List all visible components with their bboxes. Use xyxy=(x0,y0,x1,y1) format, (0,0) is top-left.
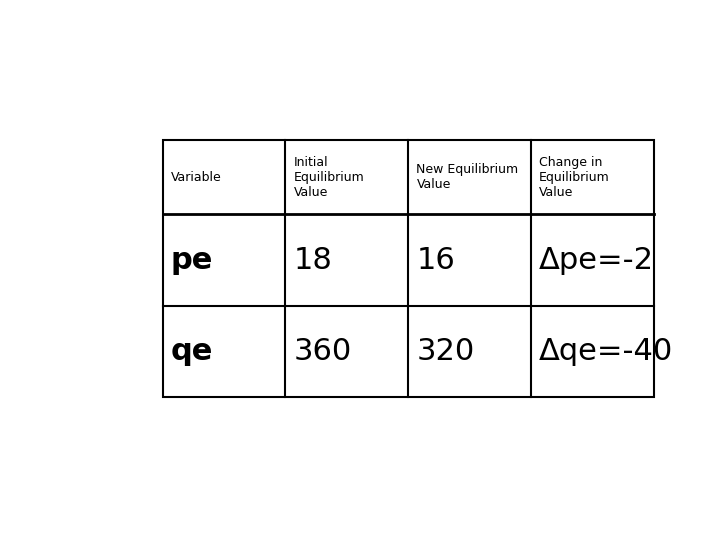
Text: 16: 16 xyxy=(416,246,455,275)
Text: pe: pe xyxy=(171,246,213,275)
Text: 18: 18 xyxy=(294,246,333,275)
Text: New Equilibrium
Value: New Equilibrium Value xyxy=(416,163,518,191)
Text: Δqe=-40: Δqe=-40 xyxy=(539,337,673,366)
Text: Variable: Variable xyxy=(171,171,222,184)
Text: Δpe=-2: Δpe=-2 xyxy=(539,246,654,275)
Text: Change in
Equilibrium
Value: Change in Equilibrium Value xyxy=(539,156,610,199)
Text: 360: 360 xyxy=(294,337,352,366)
Text: Initial
Equilibrium
Value: Initial Equilibrium Value xyxy=(294,156,364,199)
Text: qe: qe xyxy=(171,337,213,366)
Text: 320: 320 xyxy=(416,337,474,366)
FancyBboxPatch shape xyxy=(163,140,654,397)
